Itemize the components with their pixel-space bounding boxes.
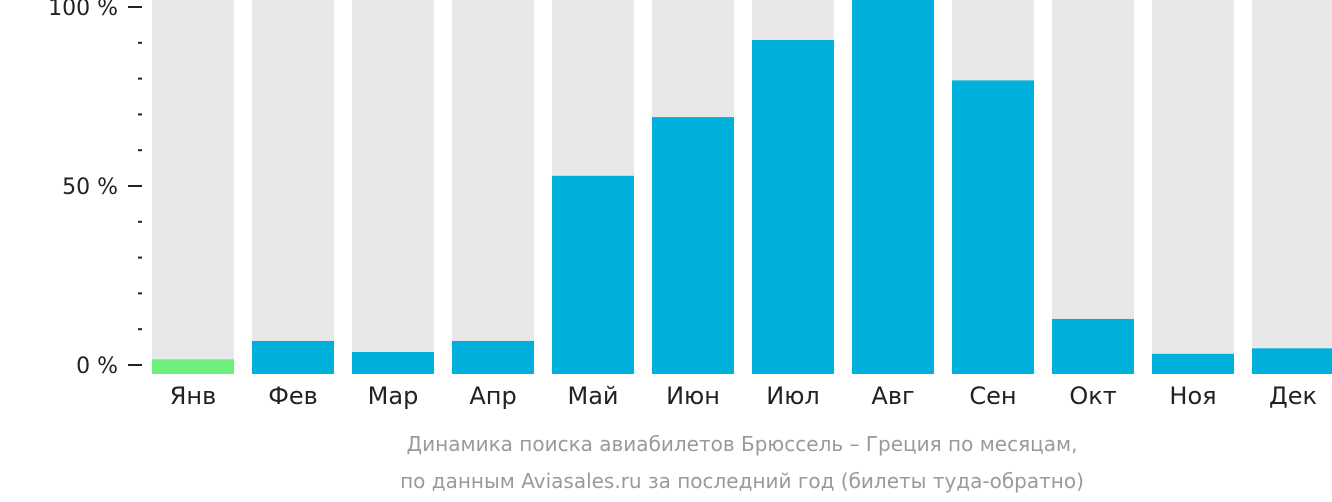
- bar-6[interactable]: [652, 117, 734, 374]
- y-tick-label: 50 %: [62, 175, 118, 200]
- x-tick-label-3: Мар: [368, 382, 419, 410]
- bar-11[interactable]: [1152, 353, 1234, 374]
- bar-background-10: [1052, 0, 1134, 374]
- x-tick-label-6: Июн: [666, 382, 720, 410]
- bar-background-4: [452, 0, 534, 374]
- x-tick-label-7: Июл: [766, 382, 820, 410]
- bar-background-11: [1152, 0, 1234, 374]
- background-columns: [152, 0, 1332, 374]
- y-tick-label: 100 %: [48, 0, 118, 21]
- bar-background-12: [1252, 0, 1332, 374]
- x-tick-label-4: Апр: [469, 382, 516, 410]
- bar-8[interactable]: [852, 0, 934, 374]
- bar-12[interactable]: [1252, 348, 1332, 374]
- x-tick-label-5: Май: [567, 382, 618, 410]
- bar-3[interactable]: [352, 351, 434, 374]
- bar-1[interactable]: [152, 359, 234, 374]
- x-tick-label-1: Янв: [170, 382, 217, 410]
- x-axis-labels: Янв Фев Мар Апр Май Июн Июл Авг Сен Окт Ноя Дек: [170, 382, 1317, 410]
- chart-caption: Динамика поиска авиабилетов Брюссель – Г…: [400, 432, 1084, 493]
- bar-background-2: [252, 0, 334, 374]
- bar-background-1: [152, 0, 234, 374]
- caption-line-1: Динамика поиска авиабилетов Брюссель – Г…: [407, 432, 1078, 456]
- bar-9[interactable]: [952, 80, 1034, 375]
- bar-background-3: [352, 0, 434, 374]
- bar-2[interactable]: [252, 340, 334, 374]
- x-tick-label-8: Авг: [871, 382, 914, 410]
- bar-7[interactable]: [752, 40, 834, 374]
- x-tick-label-9: Сен: [969, 382, 1016, 410]
- y-tick-label: 0 %: [76, 354, 118, 379]
- bar-4[interactable]: [452, 340, 534, 374]
- bar-5[interactable]: [552, 175, 634, 374]
- caption-line-2: по данным Aviasales.ru за последний год …: [400, 469, 1084, 493]
- x-tick-label-12: Дек: [1269, 382, 1317, 410]
- bars: [152, 0, 1332, 375]
- x-tick-label-10: Окт: [1069, 382, 1116, 410]
- x-tick-label-11: Ноя: [1169, 382, 1216, 410]
- y-axis: 0 % 50 % 100 %: [48, 0, 142, 379]
- bar-10[interactable]: [1052, 318, 1134, 374]
- x-tick-label-2: Фев: [268, 382, 318, 410]
